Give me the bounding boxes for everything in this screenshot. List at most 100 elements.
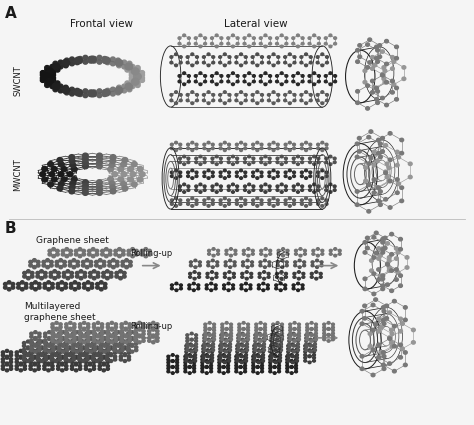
Circle shape (186, 337, 189, 340)
Circle shape (276, 261, 279, 264)
Circle shape (203, 346, 206, 348)
Circle shape (280, 340, 283, 342)
Circle shape (208, 249, 210, 252)
Circle shape (376, 90, 380, 93)
Circle shape (42, 261, 46, 264)
Circle shape (100, 323, 104, 326)
Circle shape (281, 266, 284, 269)
Circle shape (308, 355, 311, 357)
Circle shape (171, 171, 173, 174)
Circle shape (37, 354, 40, 357)
Circle shape (30, 355, 34, 358)
Circle shape (242, 261, 245, 264)
Circle shape (236, 75, 239, 77)
Circle shape (329, 163, 332, 165)
Text: Frontal view: Frontal view (71, 19, 133, 29)
Circle shape (319, 276, 322, 278)
Circle shape (235, 370, 237, 373)
Circle shape (194, 80, 197, 83)
Circle shape (106, 332, 109, 335)
Circle shape (130, 331, 134, 334)
Circle shape (199, 183, 202, 186)
Circle shape (284, 94, 287, 96)
Circle shape (248, 191, 251, 193)
Circle shape (394, 257, 398, 260)
Circle shape (131, 78, 139, 85)
Circle shape (290, 354, 293, 356)
Circle shape (85, 259, 89, 262)
Circle shape (83, 60, 88, 64)
Circle shape (302, 272, 305, 275)
Circle shape (96, 321, 100, 324)
Circle shape (47, 349, 50, 352)
Circle shape (288, 346, 291, 348)
Circle shape (306, 323, 309, 326)
Circle shape (300, 94, 303, 96)
Circle shape (52, 255, 55, 258)
Circle shape (385, 40, 389, 43)
Circle shape (385, 81, 389, 84)
Circle shape (88, 349, 91, 352)
Circle shape (280, 191, 283, 193)
Circle shape (367, 210, 371, 213)
Circle shape (388, 132, 392, 135)
Circle shape (171, 284, 173, 286)
Circle shape (123, 354, 127, 357)
Circle shape (332, 323, 335, 326)
Circle shape (377, 343, 381, 346)
Circle shape (297, 191, 300, 193)
Circle shape (89, 331, 92, 334)
Circle shape (61, 369, 64, 372)
Circle shape (313, 351, 316, 353)
Circle shape (115, 275, 118, 278)
Circle shape (240, 284, 243, 286)
Circle shape (5, 362, 9, 365)
Circle shape (195, 147, 198, 150)
Circle shape (246, 271, 248, 273)
Circle shape (120, 330, 123, 333)
Circle shape (381, 150, 384, 153)
Circle shape (194, 360, 197, 362)
Circle shape (264, 259, 266, 262)
Circle shape (259, 80, 262, 83)
Circle shape (171, 175, 173, 178)
Text: MWCNT: MWCNT (14, 158, 22, 191)
Circle shape (292, 175, 295, 178)
Circle shape (57, 186, 63, 191)
Circle shape (261, 364, 264, 367)
Circle shape (274, 361, 277, 364)
Circle shape (111, 259, 115, 262)
Circle shape (289, 326, 292, 329)
Circle shape (219, 354, 222, 356)
Circle shape (223, 169, 226, 172)
Circle shape (195, 349, 198, 351)
Circle shape (100, 342, 103, 345)
Circle shape (323, 332, 326, 335)
Circle shape (390, 341, 393, 344)
Circle shape (38, 342, 41, 345)
Circle shape (9, 358, 13, 361)
Circle shape (89, 344, 92, 347)
Circle shape (310, 328, 313, 330)
Circle shape (276, 157, 279, 160)
Circle shape (110, 92, 115, 96)
Circle shape (263, 340, 265, 342)
Circle shape (236, 348, 239, 350)
Circle shape (284, 272, 287, 275)
Circle shape (315, 326, 318, 329)
Circle shape (184, 370, 187, 373)
Circle shape (382, 351, 385, 354)
Circle shape (89, 275, 92, 278)
Circle shape (390, 289, 393, 292)
Circle shape (9, 365, 13, 368)
Circle shape (258, 344, 261, 347)
Circle shape (152, 328, 155, 331)
Circle shape (72, 355, 75, 358)
Circle shape (3, 286, 7, 289)
Circle shape (227, 358, 229, 361)
Circle shape (372, 150, 376, 154)
Circle shape (221, 338, 224, 341)
Circle shape (42, 167, 47, 172)
Circle shape (58, 355, 62, 358)
Circle shape (338, 249, 341, 252)
